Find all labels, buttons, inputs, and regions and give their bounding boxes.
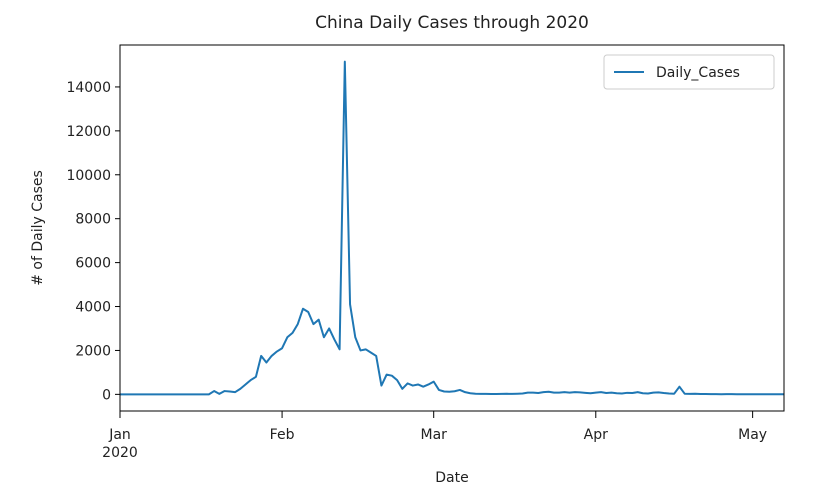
y-tick-label: 8000 [75,212,111,228]
plot-frame [119,44,785,412]
legend-box [603,54,775,90]
y-tick-label: 2000 [75,343,111,359]
y-tick-label: 10000 [66,168,111,184]
legend-label: Daily_Cases [656,65,740,81]
x-tick-label: Feb [270,427,295,443]
y-tick-label: 4000 [75,300,111,316]
y-axis-label: # of Daily Cases [30,170,46,286]
x-tick-label: Mar [420,427,447,443]
x-tick-label: Apr [584,427,608,443]
data-line [120,60,784,396]
x-tick-label: Jan [108,427,131,443]
y-tick-label: 14000 [66,80,111,96]
x-tick-label: May [738,427,767,443]
y-tick-label: 12000 [66,124,111,140]
x-year-label: 2020 [102,445,138,461]
chart-title: China Daily Cases through 2020 [315,13,589,33]
y-tick-label: 0 [102,387,111,403]
x-axis-label: Date [435,470,468,486]
y-tick-label: 6000 [75,256,111,272]
